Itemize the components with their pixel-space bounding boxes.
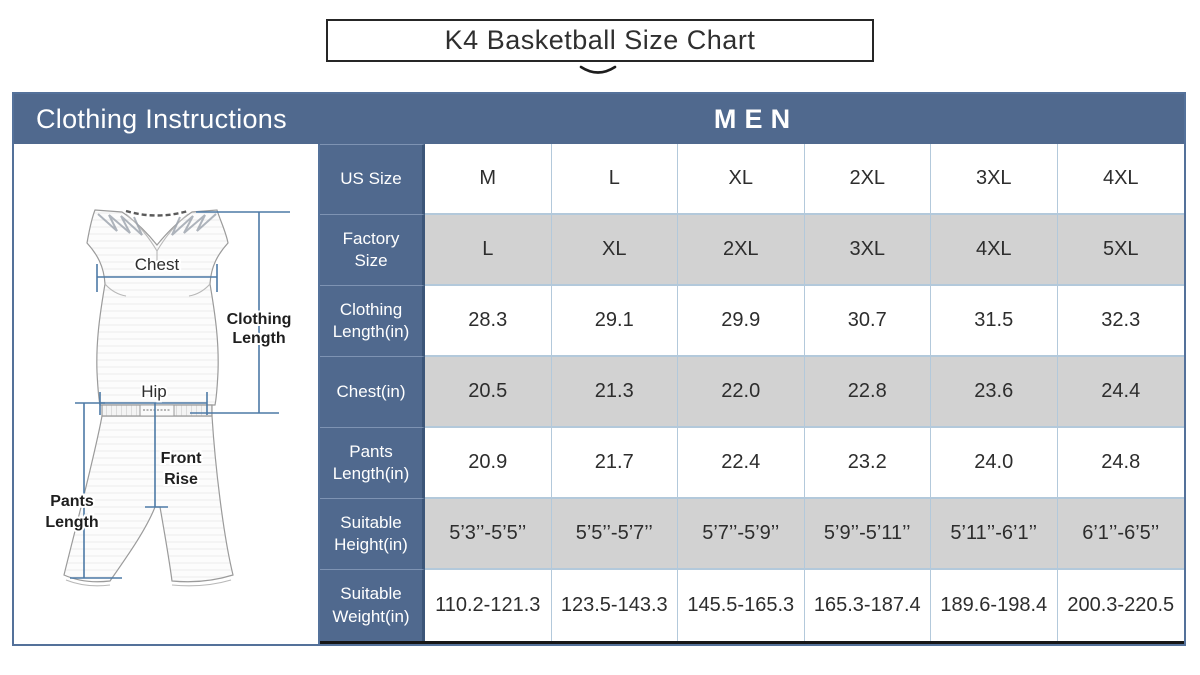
size-cell-r2c2: 29.9 [678, 286, 805, 357]
chest-label: Chest [135, 255, 180, 274]
size-cell-r1c0: L [425, 215, 552, 286]
size-cell-r1c5: 5XL [1057, 215, 1184, 286]
size-cell-r4c4: 24.0 [931, 428, 1058, 499]
size-cell-r6c4: 189.6-198.4 [931, 570, 1058, 641]
size-cell-r1c1: XL [551, 215, 678, 286]
left-shoulder-pattern [97, 213, 143, 236]
row-header-clothing-length-in: Clothing Length(in) [320, 286, 425, 357]
front-rise-line [145, 403, 168, 508]
size-cell-r1c3: 3XL [804, 215, 931, 286]
smile-curve-decoration [579, 65, 617, 74]
size-cell-r6c2: 145.5-165.3 [678, 570, 805, 641]
size-cell-r5c2: 5’7’’-5’9’’ [678, 499, 805, 570]
size-cell-r2c4: 31.5 [931, 286, 1058, 357]
front-rise-label-line2: Rise [164, 471, 198, 488]
garment-diagram: Chest Hip Clothing Length Front Rise Pan… [14, 144, 320, 644]
size-cell-r4c1: 21.7 [551, 428, 678, 499]
size-cell-r2c5: 32.3 [1057, 286, 1184, 357]
left-hem-trim [65, 579, 111, 587]
size-cell-r4c2: 22.4 [678, 428, 805, 499]
front-rise-label-line1: Front [161, 450, 203, 467]
clothing-length-line [190, 211, 290, 414]
size-cell-r5c3: 5’9’’-5’11’’ [804, 499, 931, 570]
size-cell-r1c4: 4XL [931, 215, 1058, 286]
pants-length-line [70, 402, 122, 579]
right-hem-trim [171, 579, 232, 587]
row-header-suitable-weight-in: Suitable Weight(in) [320, 570, 425, 641]
size-cell-r2c3: 30.7 [804, 286, 931, 357]
size-cell-r3c0: 20.5 [425, 357, 552, 428]
pants-length-label-line2: Length [45, 514, 98, 531]
clothing-instructions-heading: Clothing Instructions [36, 103, 287, 134]
size-cell-r0c4: 3XL [931, 144, 1058, 215]
size-cell-r6c0: 110.2-121.3 [425, 570, 552, 641]
row-header-factory-size: Factory Size [320, 215, 425, 286]
clothing-length-label-line1: Clothing [227, 311, 292, 328]
size-cell-r0c0: M [425, 144, 552, 215]
size-cell-r3c4: 23.6 [931, 357, 1058, 428]
jersey-outline [86, 209, 229, 406]
size-cell-r2c1: 29.1 [551, 286, 678, 357]
page-title-box: K4 Basketball Size Chart [326, 19, 874, 62]
size-cell-r5c5: 6’1’’-6’5’’ [1057, 499, 1184, 570]
size-cell-r1c2: 2XL [678, 215, 805, 286]
size-table: US Size M L XL 2XL 3XL 4XL Factory Size L XL 2XL 3X… [320, 144, 1184, 644]
right-armhole-seam [188, 283, 211, 297]
size-cell-r4c0: 20.9 [425, 428, 552, 499]
garment-diagram-svg: Chest Hip Clothing Length Front Rise Pan… [43, 209, 293, 587]
size-cell-r5c4: 5’11’’-6’1’’ [931, 499, 1058, 570]
size-chart-panel: Clothing Instructions MEN [12, 92, 1186, 646]
size-cell-r6c3: 165.3-187.4 [804, 570, 931, 641]
size-cell-r4c3: 23.2 [804, 428, 931, 499]
clothing-length-label-line2: Length [232, 330, 285, 347]
size-cell-r6c5: 200.3-220.5 [1057, 570, 1184, 641]
panel-header: Clothing Instructions MEN [14, 94, 1184, 144]
size-cell-r0c2: XL [678, 144, 805, 215]
pants-length-label-line1: Pants [50, 493, 94, 510]
collar-band-texture [125, 209, 189, 217]
panel-body: Chest Hip Clothing Length Front Rise Pan… [14, 144, 1184, 644]
size-cell-r4c5: 24.8 [1057, 428, 1184, 499]
page-title: K4 Basketball Size Chart [444, 25, 756, 55]
row-header-pants-length-in: Pants Length(in) [320, 428, 425, 499]
size-cell-r6c1: 123.5-143.3 [551, 570, 678, 641]
size-cell-r3c1: 21.3 [551, 357, 678, 428]
chest-line [96, 264, 218, 292]
row-header-suitable-height-in: Suitable Height(in) [320, 499, 425, 570]
size-cell-r2c0: 28.3 [425, 286, 552, 357]
size-cell-r5c0: 5’3’’-5’5’’ [425, 499, 552, 570]
size-cell-r3c2: 22.0 [678, 357, 805, 428]
size-cell-r0c3: 2XL [804, 144, 931, 215]
men-heading: MEN [713, 103, 799, 134]
right-shoulder-pattern [171, 213, 217, 236]
size-cell-r5c1: 5’5’’-5’7’’ [551, 499, 678, 570]
row-header-us-size: US Size [320, 144, 425, 215]
hip-label: Hip [141, 382, 167, 401]
row-header-chest-in: Chest(in) [320, 357, 425, 428]
size-cell-r0c1: L [551, 144, 678, 215]
size-cell-r0c5: 4XL [1057, 144, 1184, 215]
size-cell-r3c5: 24.4 [1057, 357, 1184, 428]
size-cell-r3c3: 22.8 [804, 357, 931, 428]
left-armhole-seam [104, 283, 127, 297]
